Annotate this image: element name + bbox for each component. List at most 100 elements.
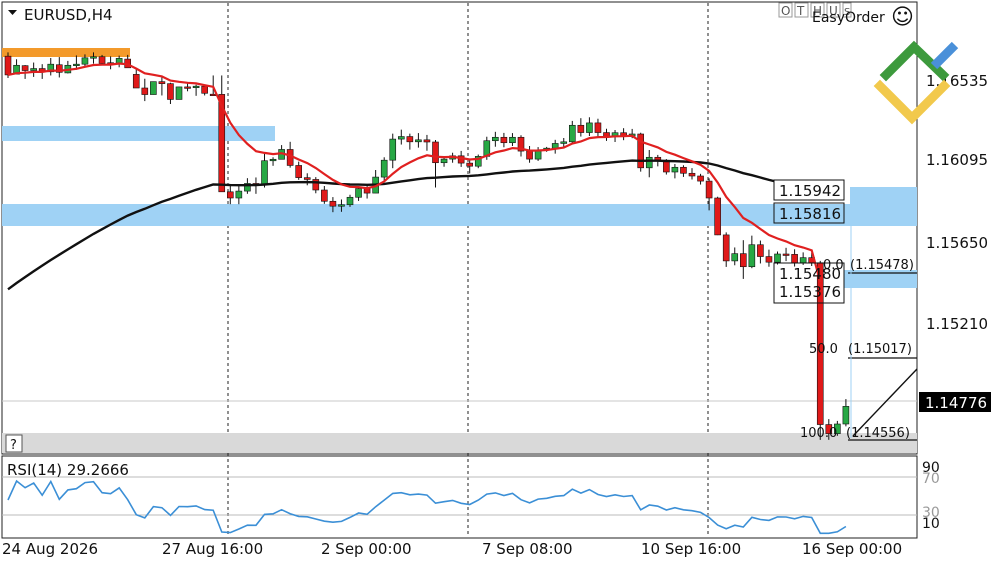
help-button[interactable]	[5, 434, 23, 453]
candle-body	[73, 63, 80, 66]
price-tick-3: 1.15650	[926, 234, 988, 252]
fib-0-level: 0.0	[823, 258, 844, 273]
toolbar-o-button[interactable]	[778, 2, 793, 18]
candle-body	[577, 124, 585, 133]
candle-body	[568, 124, 576, 143]
candle-body	[688, 172, 696, 177]
candle-body	[765, 256, 773, 263]
fast-moving-average-line	[7, 62, 822, 283]
price-tag-low-b: 1.15376	[779, 283, 841, 301]
toolbar-h-button[interactable]	[810, 2, 825, 18]
rsi-tick-30: 30	[922, 505, 940, 521]
candle-body	[47, 63, 55, 73]
toolbar-s-label: S	[844, 7, 850, 18]
price-tick-4: 1.15210	[926, 315, 988, 333]
candle-body	[791, 254, 798, 264]
symbol-label: EURUSD,H4	[24, 6, 113, 24]
fib-0-value: (1.15478)	[850, 258, 914, 273]
candle-body	[227, 191, 234, 199]
candle-body	[594, 122, 602, 133]
candle-body	[55, 64, 63, 73]
candle-body	[842, 406, 850, 425]
price-tag-top: 1.15942	[779, 182, 841, 200]
rsi-tick-10: 10	[922, 516, 940, 532]
candle-body	[209, 93, 217, 96]
candle-body	[509, 136, 516, 144]
candle-body	[500, 136, 508, 144]
brand-logo-icon	[873, 40, 959, 125]
time-label-3: 2 Sep 00:00	[321, 540, 412, 558]
candle-body	[355, 188, 362, 198]
zone-1	[2, 204, 917, 226]
candle-body	[150, 81, 157, 95]
candle-body	[466, 162, 474, 167]
candle-body	[21, 65, 29, 71]
candle-body	[705, 180, 713, 199]
candle-body	[244, 183, 251, 192]
rsi-tick-90: 90	[922, 460, 940, 476]
price-pane-frame	[1, 1, 918, 455]
candle-body	[739, 253, 747, 268]
time-label-1: 24 Aug 2026	[2, 540, 98, 558]
candle-body	[680, 166, 687, 174]
candle-body	[184, 86, 191, 89]
candle-body	[346, 196, 354, 206]
candle-body	[406, 136, 414, 143]
candle-body	[235, 190, 243, 199]
time-label-2: 27 Aug 16:00	[162, 540, 263, 558]
candle-body	[526, 150, 533, 160]
candle-body	[474, 156, 482, 167]
candle-body	[90, 56, 97, 59]
candle-body	[329, 200, 337, 207]
candle-body	[834, 423, 841, 434]
zone-3	[844, 270, 917, 288]
easy-order-label[interactable]: EasyOrder	[812, 10, 885, 26]
fib-100-level: 100.0	[800, 426, 837, 441]
easy-order-toolbar[interactable]: O T H U S	[778, 2, 852, 18]
time-label-5: 10 Sep 16:00	[641, 540, 741, 558]
candle-body	[380, 159, 388, 178]
candle-body	[663, 160, 670, 173]
support-resistance-zones	[2, 48, 917, 288]
candle-body	[158, 81, 166, 84]
candle-body	[432, 141, 439, 164]
candle-body	[321, 189, 328, 202]
candle-body	[167, 83, 174, 100]
toolbar-t-label: T	[796, 4, 805, 18]
candle-body	[4, 55, 12, 76]
price-tick-1: 1.16535	[926, 72, 988, 90]
toolbar-u-button[interactable]	[826, 2, 841, 18]
current-price-label: 1.14776	[925, 394, 987, 412]
candle-body	[757, 244, 764, 257]
zone-0	[2, 126, 275, 141]
candle-body	[731, 253, 739, 262]
symbol-dropdown-icon[interactable]	[8, 10, 17, 15]
rsi-tick-70: 70	[922, 471, 940, 487]
price-tag-mid: 1.15816	[779, 205, 841, 223]
rsi-line	[7, 479, 847, 535]
candle-body	[415, 139, 422, 143]
toolbar-s-button[interactable]	[842, 2, 852, 18]
candle-body	[748, 244, 756, 268]
candle-body	[397, 136, 405, 140]
candle-body	[714, 197, 721, 236]
price-tag-top-box[interactable]	[773, 179, 845, 201]
time-label-4: 7 Sep 08:00	[482, 540, 573, 558]
smiley-icon[interactable]: ☺	[891, 5, 914, 30]
candle-body	[782, 253, 790, 256]
price-tag-mid-box[interactable]	[773, 202, 845, 224]
candle-body	[175, 86, 183, 100]
toolbar-h-label: H	[813, 4, 822, 18]
candle-body	[825, 424, 833, 434]
trend-line[interactable]	[852, 368, 918, 437]
price-tag-low-box[interactable]	[773, 262, 845, 304]
candle-body	[722, 234, 730, 262]
candle-body	[440, 158, 448, 164]
toolbar-o-label: O	[781, 4, 790, 18]
rsi-pane-frame	[1, 455, 918, 539]
candle-body	[303, 177, 311, 180]
toolbar-t-button[interactable]	[794, 2, 809, 18]
rsi-label: RSI(14) 29.2666	[7, 461, 129, 479]
candle-body	[98, 56, 106, 64]
